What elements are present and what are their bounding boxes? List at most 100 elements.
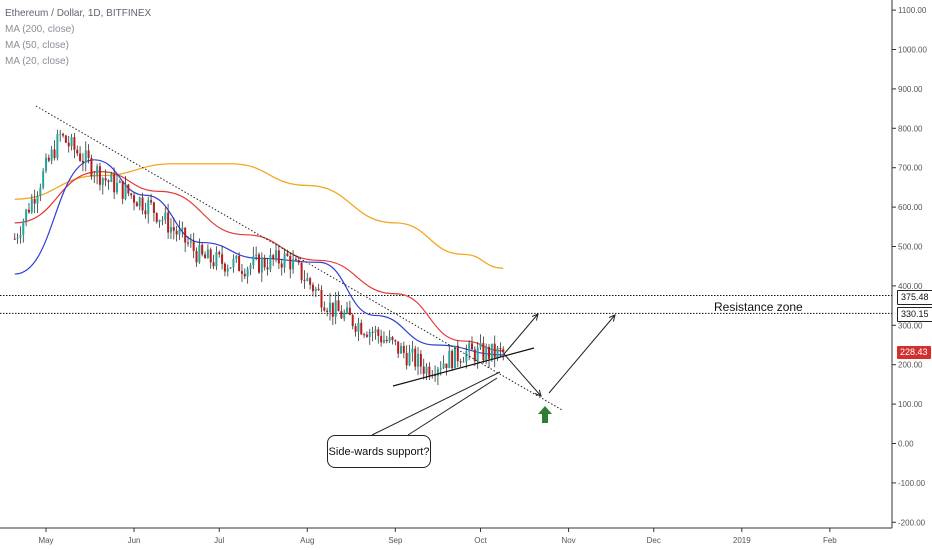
x-tick-label: Nov — [561, 536, 575, 545]
candle-bull — [252, 256, 255, 266]
candle-bear — [340, 311, 343, 319]
candle-bear — [354, 326, 357, 332]
candle-bear — [152, 202, 155, 213]
candle-bear — [33, 198, 36, 204]
candle-bear — [428, 366, 431, 377]
green-up-arrow-icon — [538, 406, 552, 423]
candle-bull — [448, 350, 451, 369]
candle-bear — [62, 133, 65, 136]
candle-bull — [411, 348, 414, 353]
candle-bear — [141, 197, 144, 211]
candle-bull — [70, 137, 73, 147]
candle-bear — [297, 260, 300, 263]
candle-bear — [280, 263, 283, 268]
candle-bull — [19, 234, 22, 238]
candle-bull — [476, 347, 479, 362]
candle-bull — [118, 180, 121, 183]
candle-bull — [462, 361, 465, 363]
candle-bull — [275, 250, 278, 260]
resistance-zone-label: Resistance zone — [714, 300, 803, 314]
candle-bull — [442, 363, 445, 369]
y-tick-label: -200.00 — [898, 518, 926, 527]
candle-bull — [59, 133, 62, 135]
candle-bull — [25, 209, 28, 222]
candle-bear — [294, 259, 297, 261]
chart-legend: Ethereum / Dollar, 1D, BITFINEX MA (200,… — [5, 6, 151, 70]
candle-bear — [451, 350, 454, 369]
price-badge-330: 330.15 — [897, 307, 932, 322]
candle-bear — [309, 278, 312, 285]
candle-bear — [422, 366, 425, 374]
candle-bull — [161, 219, 164, 221]
candle-bull — [269, 255, 272, 270]
candle-bear — [331, 302, 334, 317]
x-tick-label: Sep — [388, 536, 403, 545]
candle-bull — [468, 343, 471, 352]
ma20-line — [14, 159, 504, 356]
candle-bull — [343, 313, 346, 319]
candle-bear — [192, 241, 195, 251]
candle-bear — [456, 345, 459, 362]
candle-bear — [317, 288, 320, 291]
candle-bull — [226, 268, 229, 272]
candle-bull — [368, 331, 371, 337]
ma50-label: MA (50, close) — [5, 40, 69, 51]
candle-bull — [110, 174, 113, 182]
symbol-title: Ethereum / Dollar, 1D, BITFINEX — [5, 8, 152, 19]
candle-bull — [408, 352, 411, 366]
candle-bull — [485, 346, 488, 361]
candle-bear — [380, 335, 383, 343]
candle-bear — [471, 343, 473, 350]
candle-bull — [235, 255, 238, 259]
candle-bear — [212, 262, 215, 267]
candle-bull — [116, 182, 118, 193]
y-tick-label: 700.00 — [898, 164, 923, 173]
candle-bull — [436, 369, 439, 376]
candle-bear — [258, 254, 260, 273]
candle-bull — [189, 241, 192, 243]
candle-bear — [402, 346, 405, 353]
candle-bear — [445, 363, 448, 369]
callout-pointer-2 — [371, 371, 501, 436]
candle-bear — [64, 135, 67, 143]
candle-bull — [124, 184, 127, 199]
candle-bear — [113, 174, 116, 193]
candle-bull — [357, 323, 360, 332]
price-badge-375: 375.48 — [897, 290, 932, 305]
candle-bull — [138, 197, 141, 207]
candle-bull — [292, 259, 295, 270]
candle-bear — [127, 184, 130, 194]
candle-bear — [167, 212, 170, 233]
candle-bear — [243, 273, 246, 277]
candle-bull — [255, 254, 258, 257]
candle-bear — [133, 195, 136, 203]
candle-bear — [13, 238, 16, 240]
candle-bull — [36, 195, 39, 204]
candle-bear — [150, 200, 153, 203]
y-tick-label: 500.00 — [898, 243, 923, 252]
x-tick-label: May — [38, 536, 53, 545]
breakout-arrow — [503, 314, 538, 355]
candle-bear — [47, 157, 50, 161]
x-tick-label: Jun — [128, 536, 141, 545]
candle-bear — [405, 352, 408, 366]
candle-bear — [90, 157, 93, 177]
candles-group — [13, 129, 505, 386]
y-tick-label: -100.00 — [898, 479, 926, 488]
candle-bear — [175, 230, 178, 235]
candle-bear — [493, 343, 496, 358]
candle-bear — [209, 249, 212, 263]
candle-bear — [502, 349, 505, 353]
candle-bear — [187, 242, 189, 244]
candle-bear — [272, 255, 275, 260]
candle-bull — [39, 187, 42, 196]
candle-bull — [306, 278, 309, 281]
candle-bear — [240, 271, 243, 274]
candle-bear — [348, 307, 351, 316]
candle-bull — [382, 339, 385, 343]
ma200-label: MA (200, close) — [5, 24, 75, 35]
candle-bear — [300, 262, 303, 280]
candle-bear — [98, 166, 101, 185]
x-tick-label: Aug — [300, 536, 314, 545]
